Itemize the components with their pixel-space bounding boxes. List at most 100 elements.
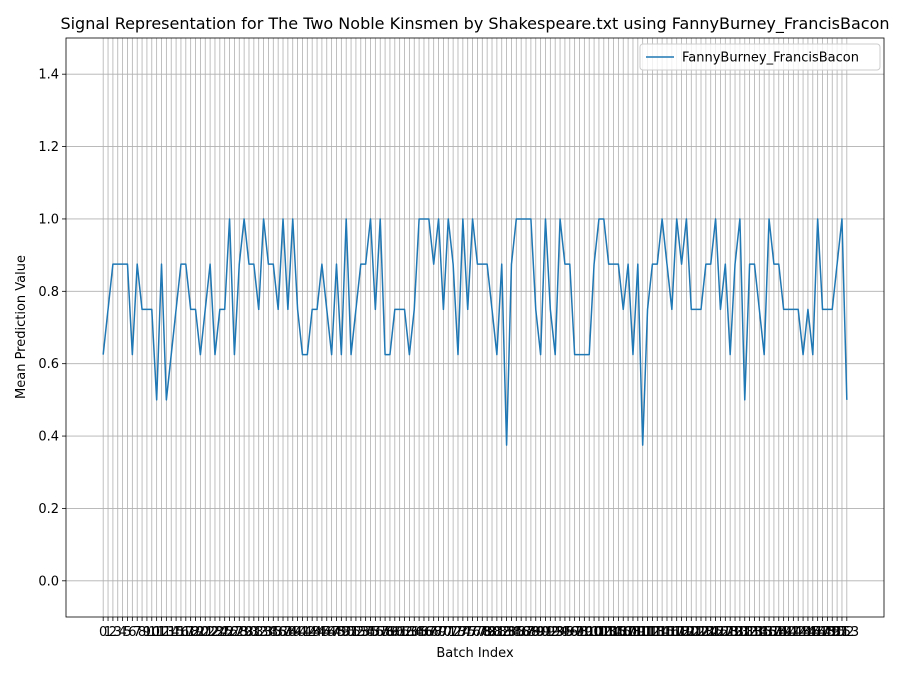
x-tick-label: 12 xyxy=(153,625,170,640)
y-tick-label: 0.6 xyxy=(38,357,59,372)
data-line xyxy=(102,218,848,446)
x-tick-label: 151 xyxy=(825,625,850,640)
y-tick-label: 0.4 xyxy=(38,430,59,445)
x-tick-label: 102 xyxy=(587,625,612,640)
x-tick-label: 124 xyxy=(693,625,718,640)
x-tick-label: 27 xyxy=(226,625,243,640)
x-tick-label: 88 xyxy=(523,625,540,640)
x-tick-label: 106 xyxy=(606,625,631,640)
x-tick-label: 135 xyxy=(747,625,772,640)
x-tick-label: 94 xyxy=(552,625,569,640)
x-tick-label: 110 xyxy=(625,625,650,640)
x-tick-label: 75 xyxy=(459,625,476,640)
x-tick-label: 28 xyxy=(231,625,248,640)
x-tick-label: 122 xyxy=(684,625,709,640)
x-tick-label: 68 xyxy=(425,625,442,640)
x-tick-label: 87 xyxy=(518,625,535,640)
x-tick-label: 90 xyxy=(532,625,549,640)
x-tick-label: 44 xyxy=(309,625,326,640)
x-tick-label: 2 xyxy=(109,625,117,640)
x-tick-label: 56 xyxy=(367,625,384,640)
x-tick-label: 53 xyxy=(353,625,370,640)
x-tick-label: 147 xyxy=(805,625,830,640)
y-tick-label: 0.8 xyxy=(38,285,59,300)
x-tick-label: 11 xyxy=(148,625,165,640)
x-tick-label: 116 xyxy=(655,625,680,640)
x-tick-label: 86 xyxy=(513,625,530,640)
x-tick-label: 85 xyxy=(508,625,525,640)
y-tick-label: 0.2 xyxy=(38,502,59,517)
x-tick-label: 142 xyxy=(781,625,806,640)
x-tick-label: 6 xyxy=(128,625,136,640)
x-tick-label: 70 xyxy=(435,625,452,640)
x-tick-label: 72 xyxy=(445,625,462,640)
x-tick-label: 49 xyxy=(333,625,350,640)
y-axis-label: Mean Prediction Value xyxy=(14,255,29,399)
x-tick-label: 35 xyxy=(265,625,282,640)
x-tick-label: 105 xyxy=(601,625,626,640)
x-tick-label: 150 xyxy=(820,625,845,640)
x-tick-label: 130 xyxy=(723,625,748,640)
x-tick-label: 104 xyxy=(596,625,621,640)
x-tick-label: 9 xyxy=(143,625,151,640)
y-tick-label: 1.4 xyxy=(38,68,59,83)
x-tick-label: 95 xyxy=(557,625,574,640)
x-tick-label: 22 xyxy=(202,625,219,640)
x-tick-label: 8 xyxy=(138,625,146,640)
x-tick-label: 138 xyxy=(761,625,786,640)
x-tick-label: 78 xyxy=(474,625,491,640)
x-tick-label: 29 xyxy=(236,625,253,640)
x-tick-label: 67 xyxy=(421,625,438,640)
x-tick-label: 57 xyxy=(372,625,389,640)
x-tick-label: 40 xyxy=(289,625,306,640)
x-tick-label: 127 xyxy=(708,625,733,640)
x-tick-label: 128 xyxy=(713,625,738,640)
x-tick-label: 132 xyxy=(732,625,757,640)
x-tick-label: 39 xyxy=(284,625,301,640)
x-tick-label: 143 xyxy=(786,625,811,640)
x-tick-label: 10 xyxy=(144,625,161,640)
x-tick-label: 133 xyxy=(737,625,762,640)
x-tick-label: 58 xyxy=(377,625,394,640)
x-tick-label: 131 xyxy=(727,625,752,640)
x-tick-label: 115 xyxy=(650,625,675,640)
x-tick-label: 126 xyxy=(703,625,728,640)
x-tick-label: 80 xyxy=(484,625,501,640)
x-tick-label: 107 xyxy=(611,625,636,640)
x-tick-label: 20 xyxy=(192,625,209,640)
x-tick-label: 48 xyxy=(328,625,345,640)
x-tick-label: 18 xyxy=(182,625,199,640)
x-tick-label: 17 xyxy=(178,625,195,640)
x-tick-label: 7 xyxy=(133,625,141,640)
x-tick-label: 33 xyxy=(255,625,272,640)
x-tick-label: 71 xyxy=(440,625,457,640)
x-tick-label: 111 xyxy=(630,625,655,640)
x-tick-label: 123 xyxy=(689,625,714,640)
x-tick-label: 98 xyxy=(571,625,588,640)
x-tick-label: 136 xyxy=(752,625,777,640)
x-tick-label: 99 xyxy=(576,625,593,640)
x-tick-label: 145 xyxy=(796,625,821,640)
chart-title: Signal Representation for The Two Noble … xyxy=(60,14,889,34)
x-tick-label: 137 xyxy=(757,625,782,640)
x-tick-label: 108 xyxy=(616,625,641,640)
x-tick-label: 139 xyxy=(766,625,791,640)
x-tick-label: 60 xyxy=(387,625,404,640)
x-tick-label: 51 xyxy=(343,625,360,640)
x-tick-label: 79 xyxy=(479,625,496,640)
x-tick-label: 101 xyxy=(582,625,607,640)
x-tick-label: 4 xyxy=(118,625,126,640)
x-tick-label: 112 xyxy=(635,625,660,640)
x-tick-label: 125 xyxy=(698,625,723,640)
x-tick-label: 83 xyxy=(498,625,515,640)
x-tick-label: 153 xyxy=(834,625,859,640)
x-tick-label: 66 xyxy=(416,625,433,640)
x-tick-label: 65 xyxy=(411,625,428,640)
x-tick-label: 43 xyxy=(304,625,321,640)
x-tick-label: 129 xyxy=(718,625,743,640)
y-tick-label: 1.2 xyxy=(38,140,59,155)
x-tick-label: 146 xyxy=(800,625,825,640)
x-tick-label: 113 xyxy=(640,625,665,640)
x-tick-label: 140 xyxy=(771,625,796,640)
